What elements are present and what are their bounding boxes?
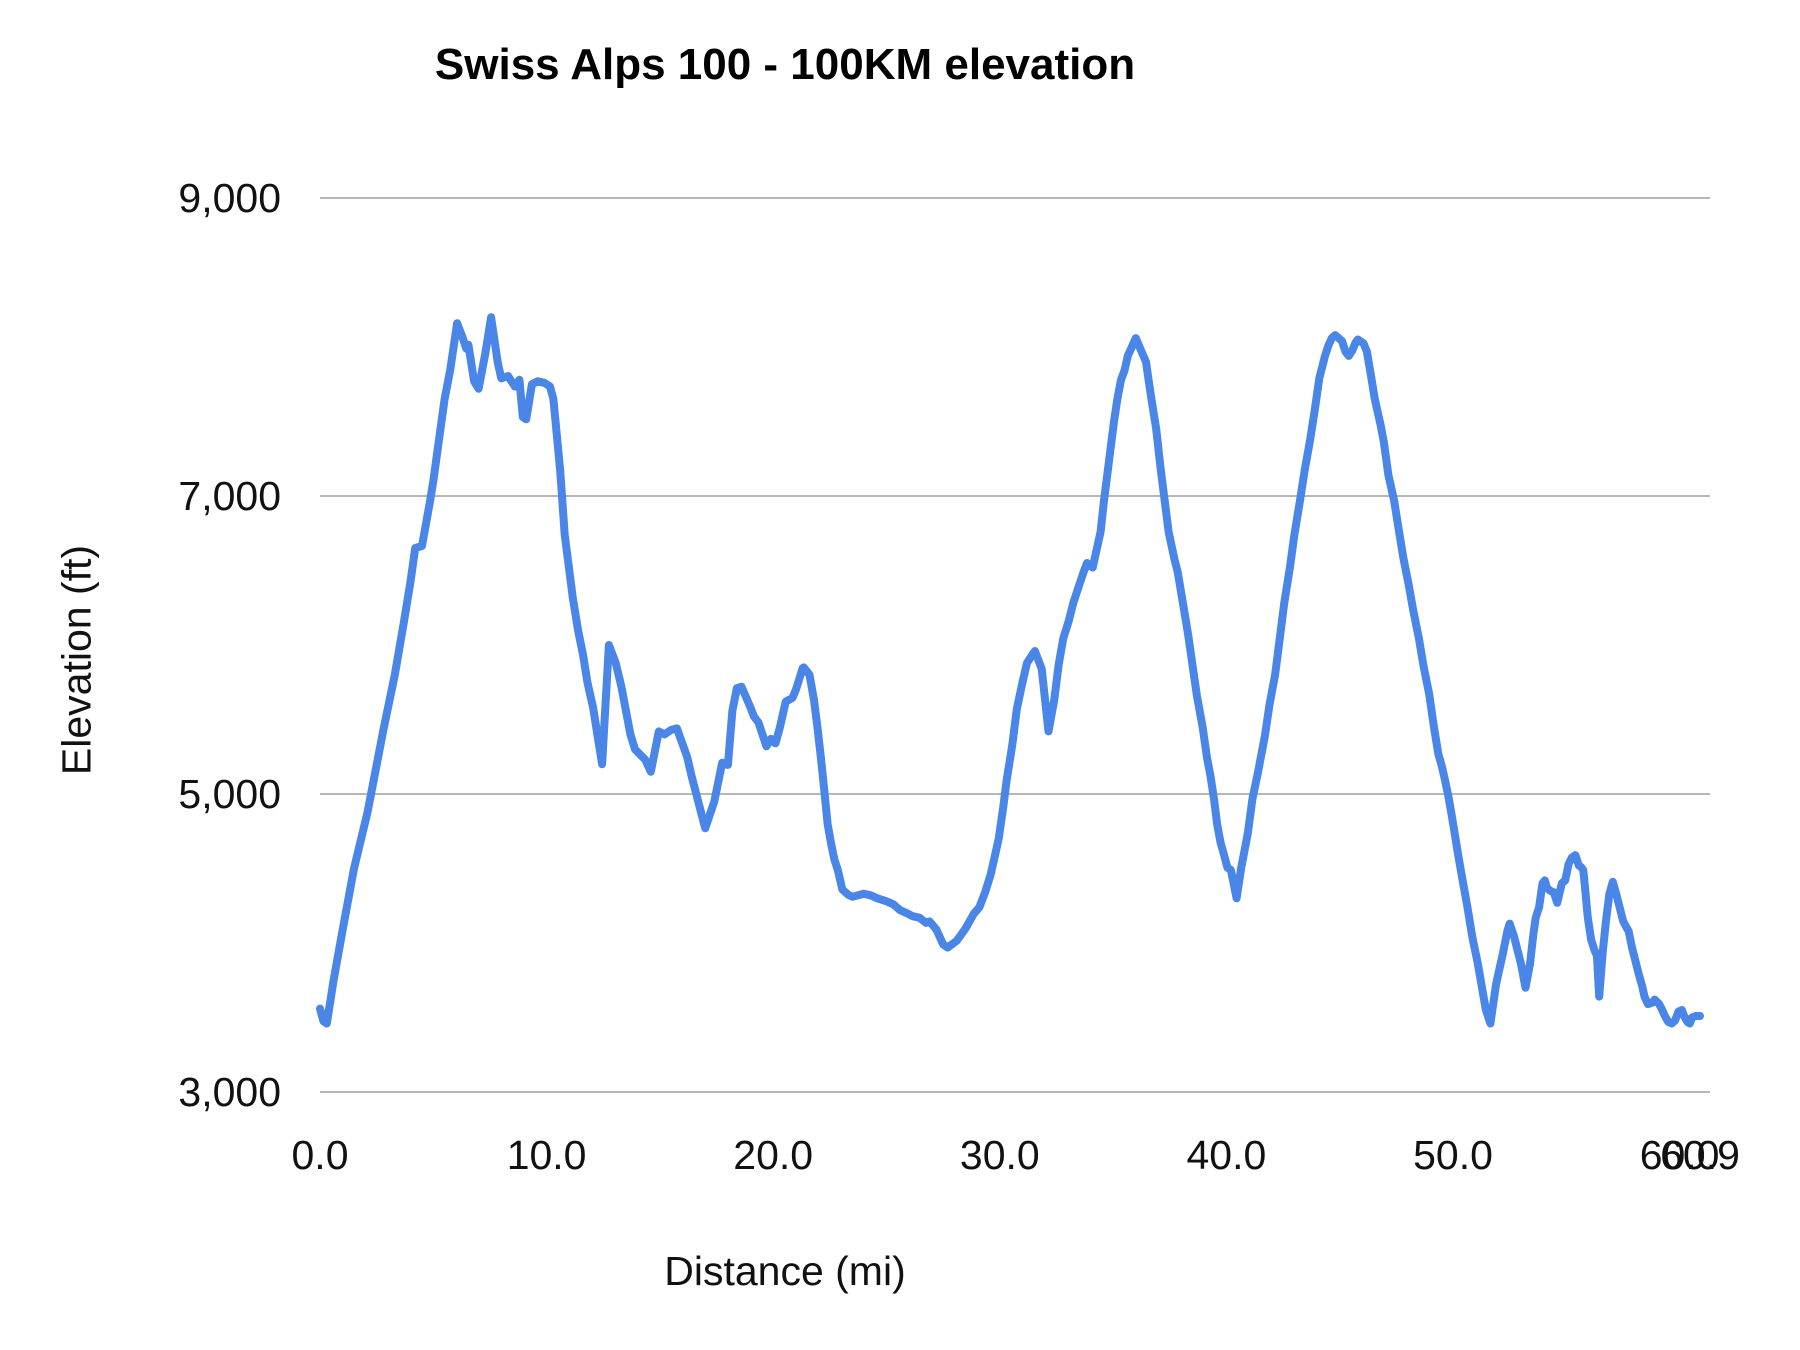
x-tick-label: 60.9 bbox=[1660, 1132, 1740, 1178]
x-tick-label: 20.0 bbox=[733, 1132, 814, 1178]
x-tick-label: 0.0 bbox=[291, 1132, 349, 1178]
x-tick-label: 10.0 bbox=[506, 1132, 587, 1178]
y-tick-label: 9,000 bbox=[178, 175, 281, 221]
x-tick-label: 60.0 bbox=[1639, 1132, 1720, 1178]
x-tick-label: 50.0 bbox=[1413, 1132, 1493, 1178]
y-axis-title: Elevation (ft) bbox=[53, 544, 100, 776]
y-tick-label: 7,000 bbox=[178, 473, 281, 519]
y-tick-label: 5,000 bbox=[178, 771, 281, 817]
x-tick-label: 40.0 bbox=[1186, 1132, 1267, 1178]
x-tick-label: 30.0 bbox=[959, 1132, 1040, 1178]
y-tick-label: 3,000 bbox=[178, 1069, 281, 1115]
chart-title: Swiss Alps 100 - 100KM elevation bbox=[434, 40, 1136, 89]
x-axis-title: Distance (mi) bbox=[664, 1248, 906, 1294]
elevation-series-line bbox=[316, 313, 1704, 1028]
